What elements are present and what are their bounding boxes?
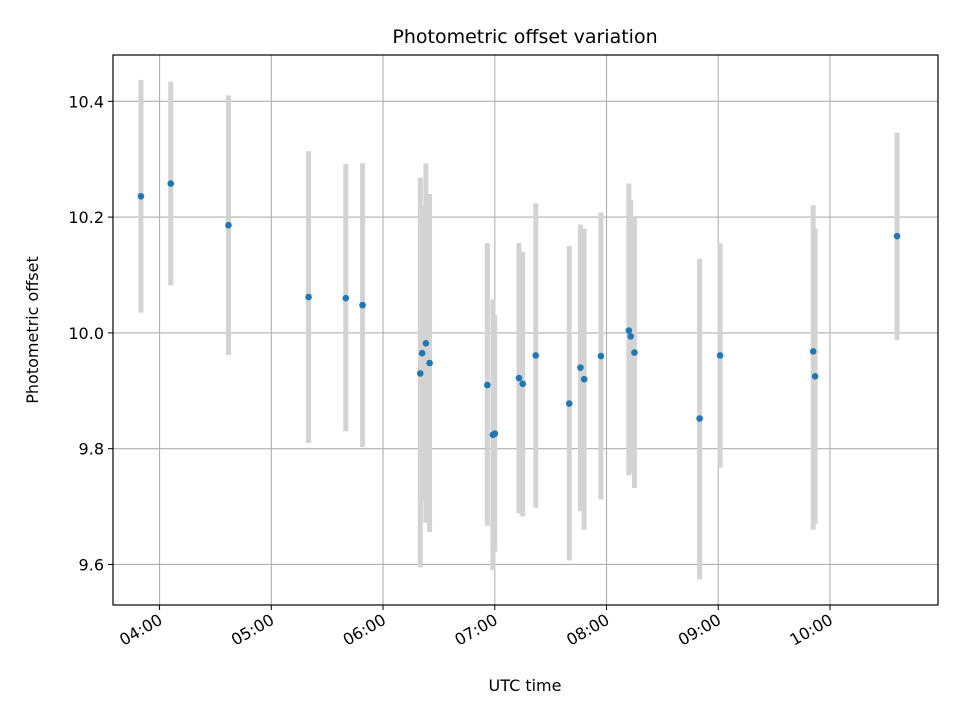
x-axis-label: UTC time [489, 676, 562, 695]
data-point [305, 293, 312, 301]
data-point [893, 232, 901, 240]
data-point [422, 340, 430, 347]
y-tick-label: 10.4 [68, 92, 104, 111]
data-point [515, 374, 523, 382]
data-point [167, 180, 175, 187]
y-tick-label: 10.2 [68, 208, 104, 227]
y-axis-label: Photometric offset [23, 256, 42, 404]
data-point [811, 373, 819, 380]
chart-title: Photometric offset variation [392, 26, 657, 48]
data-point [519, 380, 527, 388]
data-point [625, 327, 633, 334]
y-tick-label: 9.6 [79, 555, 104, 574]
data-point [491, 430, 499, 437]
data-point [580, 375, 588, 383]
data-point [342, 294, 350, 302]
data-point [426, 359, 433, 367]
data-point [137, 192, 145, 200]
data-point [484, 381, 491, 389]
grid [113, 55, 938, 605]
plot-area-background [113, 55, 938, 605]
data-point [577, 364, 584, 371]
data-point [627, 333, 635, 340]
y-tick-label: 9.8 [79, 440, 104, 459]
data-point [565, 400, 573, 407]
data-point [359, 301, 366, 309]
data-point [696, 415, 703, 422]
data-point [809, 348, 817, 355]
data-point [532, 352, 540, 359]
data-point [416, 370, 424, 377]
y-tick-label: 10.0 [68, 324, 104, 343]
data-point [597, 352, 605, 360]
y-axis: 9.6 9.8 10.0 10.2 10.4 [68, 92, 113, 574]
plot-frame [112, 54, 939, 606]
data-point [716, 352, 724, 359]
data-point [631, 349, 638, 356]
data-point [418, 349, 426, 357]
data-points [137, 180, 901, 439]
data-point [225, 221, 232, 229]
